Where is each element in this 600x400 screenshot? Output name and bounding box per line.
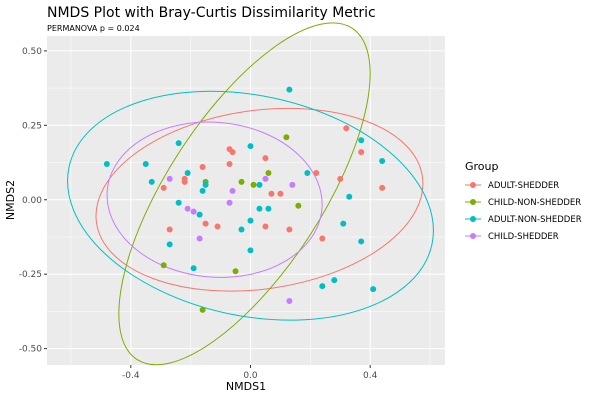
point-adult-non-shedder [319,283,326,290]
ellipses [67,22,434,366]
point-adult-non-shedder [286,86,293,93]
x-tick-label: 0.0 [243,371,258,381]
point-child-shedder [196,235,203,242]
point-child-shedder [184,205,191,212]
point-adult-non-shedder [175,199,182,206]
ellipse-adult-shedder [95,107,424,292]
point-adult-non-shedder [379,158,386,165]
point-adult-shedder [358,149,365,156]
legend: ADULT-SHEDDER CHILD-NON-SHEDDER ADULT-NON-… [465,181,582,242]
point-adult-shedder [286,226,293,233]
point-adult-non-shedder [358,137,365,144]
legend-key-point [470,182,476,188]
chart-subtitle: PERMANOVA p = 0.024 [47,24,140,33]
ellipse-child-shedder [106,121,323,278]
point-adult-non-shedder [346,193,353,200]
legend-label: ADULT-SHEDDER [488,181,559,191]
point-adult-non-shedder [103,161,110,168]
legend-label: ADULT-NON-SHEDDER [488,215,582,225]
point-adult-non-shedder [148,178,155,185]
point-adult-shedder [160,184,167,191]
point-adult-non-shedder [256,205,263,212]
point-child-shedder [226,199,233,206]
point-adult-non-shedder [175,140,182,147]
point-child-non-shedder [265,169,272,176]
legend-label: CHILD-SHEDDER [488,232,559,242]
point-adult-non-shedder [199,187,206,194]
y-tick-label: -0.25 [19,270,42,280]
legend-key-point [470,216,476,222]
point-child-non-shedder [250,181,257,188]
y-tick-label: 0.00 [22,196,42,206]
y-axis-label: NMDS2 [4,180,17,220]
point-adult-non-shedder [247,217,254,224]
point-adult-shedder [181,178,188,185]
x-axis-label: NMDS1 [226,380,266,393]
point-adult-non-shedder [166,241,173,248]
point-adult-non-shedder [202,181,209,188]
point-adult-non-shedder [331,277,338,284]
legend-key-point [470,199,476,205]
ellipse-adult-non-shedder [67,90,434,321]
point-adult-non-shedder [190,265,197,272]
chart-title: NMDS Plot with Bray-Curtis Dissimilarity… [47,5,376,21]
y-tick-label: 0.25 [22,121,42,131]
point-adult-shedder [379,184,386,191]
point-adult-shedder [268,190,275,197]
point-adult-non-shedder [358,238,365,245]
ellipse-child-non-shedder [118,22,371,366]
point-adult-shedder [313,169,320,176]
point-child-shedder [262,175,269,182]
point-child-non-shedder [238,178,245,185]
point-adult-non-shedder [247,143,254,150]
legend-title: Group [465,160,499,173]
point-adult-non-shedder [370,286,377,293]
y-tick-label: 0.50 [22,47,42,57]
grid [47,36,445,365]
points [103,86,386,313]
point-adult-non-shedder [256,181,263,188]
point-adult-non-shedder [196,211,203,218]
x-tick-label: -0.4 [122,371,140,381]
point-child-shedder [286,297,293,304]
point-child-non-shedder [232,268,239,275]
legend-label: CHILD-NON-SHEDDER [488,198,581,208]
point-adult-shedder [277,190,284,197]
point-child-non-shedder [199,306,206,313]
point-adult-non-shedder [265,205,272,212]
point-adult-shedder [166,226,173,233]
point-adult-non-shedder [238,226,245,233]
point-adult-shedder [202,220,209,227]
point-child-non-shedder [160,262,167,269]
plot-panel [47,36,445,365]
point-child-shedder [166,175,173,182]
axes: -0.4 0.0 0.4 0.50 0.25 0.00 -0.25 -0.50 [19,47,378,381]
x-tick-label: 0.4 [363,371,378,381]
point-adult-shedder [343,125,350,132]
y-tick-label: -0.50 [19,345,43,355]
point-adult-non-shedder [247,247,254,254]
point-adult-shedder [226,161,233,168]
point-child-shedder [190,208,197,215]
point-adult-shedder [229,149,236,156]
point-adult-shedder [214,223,221,230]
point-adult-non-shedder [142,161,149,168]
point-child-shedder [289,181,296,188]
legend-key-point [470,233,476,239]
point-adult-non-shedder [340,220,347,227]
point-adult-shedder [262,155,269,162]
point-adult-non-shedder [184,169,191,176]
point-child-non-shedder [295,202,302,209]
point-child-non-shedder [283,134,290,141]
point-adult-shedder [262,223,269,230]
point-adult-non-shedder [304,169,311,176]
point-child-shedder [229,187,236,194]
point-adult-shedder [199,164,206,171]
point-adult-shedder [319,235,326,242]
point-adult-shedder [337,175,344,182]
